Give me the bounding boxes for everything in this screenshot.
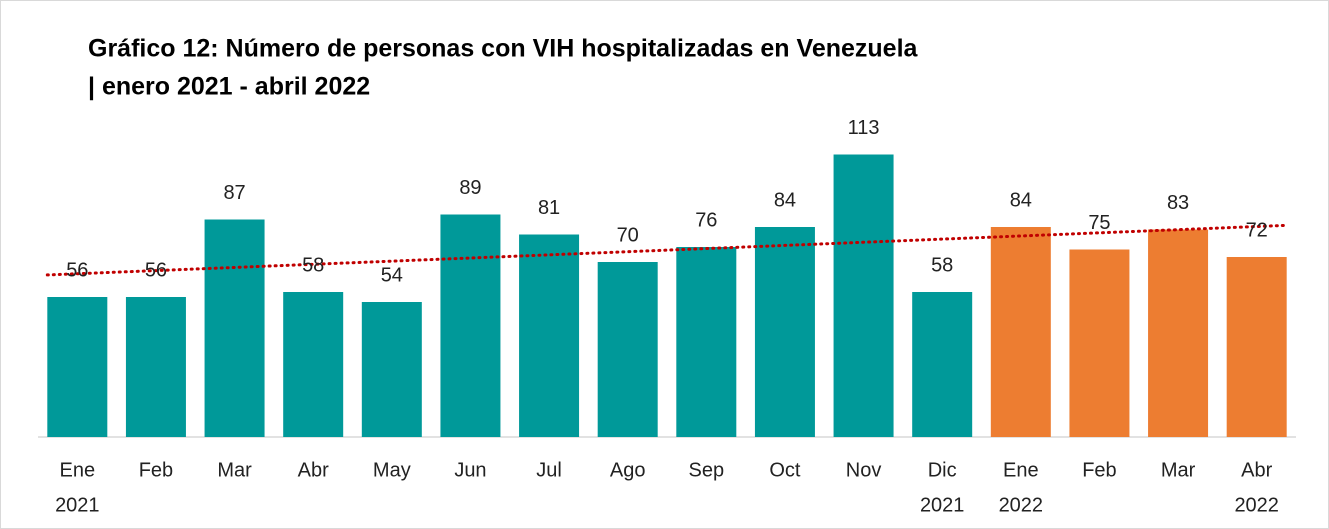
x-tick-label: 2022 — [1234, 494, 1279, 516]
x-tick-label: Ene — [60, 459, 96, 481]
data-label: 75 — [1088, 212, 1110, 234]
bar — [912, 292, 973, 437]
bar — [204, 219, 265, 437]
x-tick-label: Abr — [298, 459, 329, 481]
bar — [361, 302, 422, 437]
data-label: 84 — [1010, 189, 1032, 211]
x-tick-label: Sep — [689, 459, 725, 481]
x-tick-label: 2021 — [55, 494, 100, 516]
bar — [125, 297, 186, 437]
bar — [440, 214, 501, 437]
x-tick-label: Feb — [139, 459, 173, 481]
data-label: 70 — [617, 224, 639, 246]
bar — [833, 154, 894, 437]
data-label: 58 — [302, 254, 324, 276]
chart-title: | enero 2021 - abril 2022 — [88, 73, 370, 101]
x-tick-label: Nov — [846, 459, 882, 481]
data-label: 72 — [1246, 219, 1268, 241]
bar — [1226, 257, 1287, 437]
bar — [283, 292, 344, 437]
bar — [990, 227, 1051, 437]
x-tick-label: Ago — [610, 459, 646, 481]
x-tick-label: Ene — [1003, 459, 1039, 481]
x-tick-label: Mar — [1161, 459, 1196, 481]
bar — [597, 262, 658, 437]
data-label: 87 — [223, 182, 245, 204]
x-tick-label: 2022 — [999, 494, 1044, 516]
x-tick-label: Feb — [1082, 459, 1116, 481]
bar — [1069, 249, 1130, 437]
data-label: 56 — [66, 259, 88, 281]
bar — [519, 234, 580, 437]
data-label: 81 — [538, 197, 560, 219]
data-label: 58 — [931, 254, 953, 276]
data-label: 54 — [381, 264, 403, 286]
x-tick-label: Dic — [928, 459, 957, 481]
data-label: 89 — [459, 177, 481, 199]
data-label: 56 — [145, 259, 167, 281]
x-tick-label: Jun — [454, 459, 486, 481]
x-tick-label: Abr — [1241, 459, 1272, 481]
data-label: 76 — [695, 209, 717, 231]
bar — [47, 297, 108, 437]
x-tick-label: Mar — [217, 459, 252, 481]
data-label: 83 — [1167, 192, 1189, 214]
x-tick-label: 2021 — [920, 494, 965, 516]
bar — [1148, 229, 1209, 437]
x-tick-label: May — [373, 459, 411, 481]
bar — [676, 247, 737, 437]
x-tick-label: Oct — [769, 459, 801, 481]
data-label: 84 — [774, 189, 796, 211]
x-tick-label: Jul — [536, 459, 562, 481]
trendline — [45, 223, 1289, 277]
chart-title: Gráfico 12: Número de personas con VIH h… — [88, 35, 919, 63]
bar — [754, 227, 815, 437]
data-label: 113 — [848, 117, 880, 139]
